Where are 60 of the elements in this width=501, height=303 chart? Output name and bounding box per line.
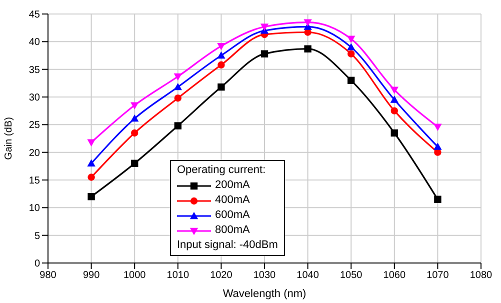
x-tick-label: 1050 xyxy=(340,270,363,282)
point xyxy=(304,19,312,26)
x-axis-title: Wavelength (nm) xyxy=(222,288,306,300)
point xyxy=(347,36,356,43)
legend-label: 200mA xyxy=(215,178,250,193)
x-tick-label: 1060 xyxy=(383,270,406,282)
point xyxy=(131,129,138,137)
point xyxy=(260,50,268,58)
point xyxy=(131,160,138,167)
point xyxy=(390,96,398,103)
x-tick-label: 1010 xyxy=(166,270,190,282)
x-tick-label: 1080 xyxy=(470,270,493,282)
point xyxy=(130,102,139,110)
x-tick-label: 1070 xyxy=(426,270,450,282)
point xyxy=(88,193,95,200)
y-tick-label: 40 xyxy=(28,37,40,48)
point xyxy=(348,50,355,58)
point xyxy=(304,45,312,52)
point xyxy=(87,139,96,146)
y-tick-label: 45 xyxy=(28,10,40,21)
legend-label: 600mA xyxy=(215,208,250,223)
point xyxy=(88,174,95,181)
x-tick-label: 1000 xyxy=(123,270,146,282)
point xyxy=(260,24,269,31)
y-tick-label: 20 xyxy=(28,148,40,159)
y-tick-label: 10 xyxy=(28,203,40,214)
y-tick-label: 5 xyxy=(34,230,40,242)
point xyxy=(390,86,398,94)
point xyxy=(217,51,226,59)
point xyxy=(434,124,442,131)
point xyxy=(174,122,182,130)
point xyxy=(434,196,442,203)
point xyxy=(390,107,398,114)
point xyxy=(348,76,355,84)
legend-label: 400mA xyxy=(215,193,250,208)
point xyxy=(174,94,182,102)
x-tick-label: 980 xyxy=(40,270,57,282)
x-tick-label: 1040 xyxy=(296,270,320,282)
point xyxy=(218,83,225,91)
point xyxy=(87,159,96,166)
legend-label: 800mA xyxy=(215,223,250,238)
point xyxy=(174,82,182,90)
point xyxy=(174,73,182,81)
legend-title: Operating current: xyxy=(177,163,267,178)
point xyxy=(130,114,139,122)
x-tick-label: 1020 xyxy=(210,270,233,282)
point xyxy=(434,142,442,150)
annotation: Input signal: -40dBm xyxy=(177,238,278,253)
y-tick-label: 15 xyxy=(28,176,40,187)
y-axis-title: Gain (dB) xyxy=(4,117,15,160)
point xyxy=(218,61,225,69)
point xyxy=(390,129,398,137)
point xyxy=(217,42,226,50)
y-tick-label: 30 xyxy=(28,92,40,104)
y-tick-label: 35 xyxy=(28,64,40,76)
y-tick-label: 25 xyxy=(28,120,40,132)
x-tick-label: 990 xyxy=(82,270,100,282)
point xyxy=(347,43,356,50)
y-tick-label: 0 xyxy=(34,258,40,270)
x-tick-label: 1030 xyxy=(253,270,276,282)
